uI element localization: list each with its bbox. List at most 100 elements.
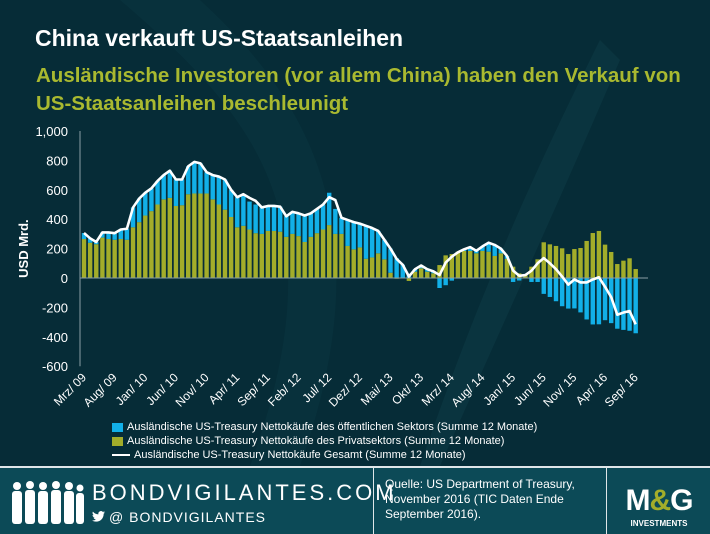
x-tick-label: Aug/ 09	[81, 370, 120, 409]
bar-public	[235, 197, 240, 228]
bar-private	[149, 211, 154, 278]
bar-public	[492, 244, 497, 256]
bar-public	[204, 172, 209, 194]
chart-subtitle: Ausländische Investoren (vor allem China…	[36, 64, 681, 115]
bar-public	[467, 247, 473, 251]
twitter-handle[interactable]: @ BONDVIGILANTES	[92, 509, 266, 525]
bar-private	[627, 258, 632, 278]
bar-private	[480, 250, 485, 278]
svg-text:M&G: M&G	[625, 484, 692, 517]
bar-public	[596, 278, 602, 325]
bar-private	[633, 269, 638, 278]
bar-public	[363, 226, 369, 259]
bar-private	[535, 259, 540, 278]
y-tick-label: -200	[42, 300, 68, 315]
bar-private	[241, 225, 246, 278]
x-tick-label: Mai/ 13	[358, 370, 396, 408]
bar-public	[369, 228, 375, 258]
bar-private	[498, 253, 504, 278]
bar-private	[369, 257, 375, 278]
bar-private	[222, 209, 228, 278]
y-tick-label: 0	[61, 271, 68, 286]
bar-private	[443, 255, 448, 278]
bar-public	[118, 229, 123, 240]
legend-line	[112, 454, 130, 456]
legend-label: Ausländische US-Treasury Nettokäufe des …	[127, 435, 505, 447]
bar-private	[418, 268, 424, 278]
bar-private	[259, 233, 264, 278]
bar-public	[216, 176, 222, 205]
bar-private	[382, 259, 387, 278]
bar-private	[100, 237, 105, 278]
bar-private	[155, 204, 160, 278]
x-tick-label: Dez/ 12	[326, 370, 365, 409]
bar-private	[216, 204, 222, 278]
bar-private	[559, 248, 565, 278]
bar-public	[192, 161, 197, 194]
brand-link[interactable]: BONDVIGILANTES.COM	[92, 480, 397, 505]
bar-public	[167, 170, 173, 198]
bar-private	[94, 244, 99, 278]
bar-public	[198, 163, 203, 194]
bar-public	[615, 278, 620, 329]
bar-public	[400, 264, 405, 278]
bar-public	[498, 248, 504, 254]
bar-public	[136, 198, 142, 223]
bar-private	[541, 242, 546, 278]
x-tick-label: Jan/ 15	[480, 370, 518, 408]
legend-item-private: Ausländische US-Treasury Nettokäufe des …	[112, 434, 537, 448]
bar-public	[228, 189, 234, 217]
bar-private	[136, 222, 142, 278]
bar-private	[198, 193, 203, 278]
bar-public	[296, 213, 301, 237]
people-silhouette-icon	[12, 481, 84, 524]
bar-public	[572, 278, 577, 309]
bar-private	[412, 271, 418, 278]
bar-public	[253, 204, 258, 234]
bar-private	[584, 240, 589, 278]
y-axis-label: USD Mrd.	[16, 219, 31, 278]
y-tick-label: 800	[46, 153, 68, 168]
twitter-handle-text: @ BONDVIGILANTES	[109, 509, 267, 525]
bar-private	[431, 273, 436, 278]
legend-item-total: Ausländische US-Treasury Nettokäufe Gesa…	[112, 448, 537, 462]
bar-public	[553, 278, 559, 302]
bar-public	[277, 206, 283, 232]
bar-private	[106, 239, 111, 278]
legend: Ausländische US-Treasury Nettokäufe des …	[112, 420, 537, 462]
bar-public	[112, 233, 117, 240]
bar-private	[602, 244, 608, 278]
bar-private	[179, 205, 185, 278]
bar-public	[302, 215, 307, 242]
y-tick-label: -400	[42, 330, 68, 345]
bar-private	[474, 253, 479, 278]
bar-private	[406, 278, 412, 281]
bar-private	[572, 249, 577, 278]
divider	[606, 468, 607, 534]
bar-private	[596, 230, 602, 278]
bar-private	[161, 199, 166, 278]
bar-public	[241, 194, 246, 226]
bar-public	[517, 278, 522, 281]
x-tick-label: Aug/ 14	[448, 370, 487, 409]
bar-public	[271, 205, 277, 231]
bar-private	[608, 251, 614, 278]
bar-public	[351, 222, 356, 250]
bar-public	[627, 278, 632, 331]
bar-private	[167, 197, 173, 278]
bar-private	[523, 275, 528, 278]
bar-private	[173, 205, 179, 278]
bar-public	[394, 258, 399, 278]
bar-private	[467, 250, 473, 278]
bar-public	[130, 207, 136, 228]
bar-public	[173, 179, 179, 206]
bar-public	[510, 278, 516, 282]
y-tick-label: -600	[42, 359, 68, 374]
line-total	[83, 160, 637, 325]
bar-public	[388, 248, 393, 273]
bar-private	[327, 225, 332, 278]
bar-public	[339, 217, 344, 234]
footer: BONDVIGILANTES.COM @ BONDVIGILANTES Quel…	[0, 466, 710, 534]
y-tick-label: 400	[46, 212, 68, 227]
bar-private	[486, 251, 491, 278]
